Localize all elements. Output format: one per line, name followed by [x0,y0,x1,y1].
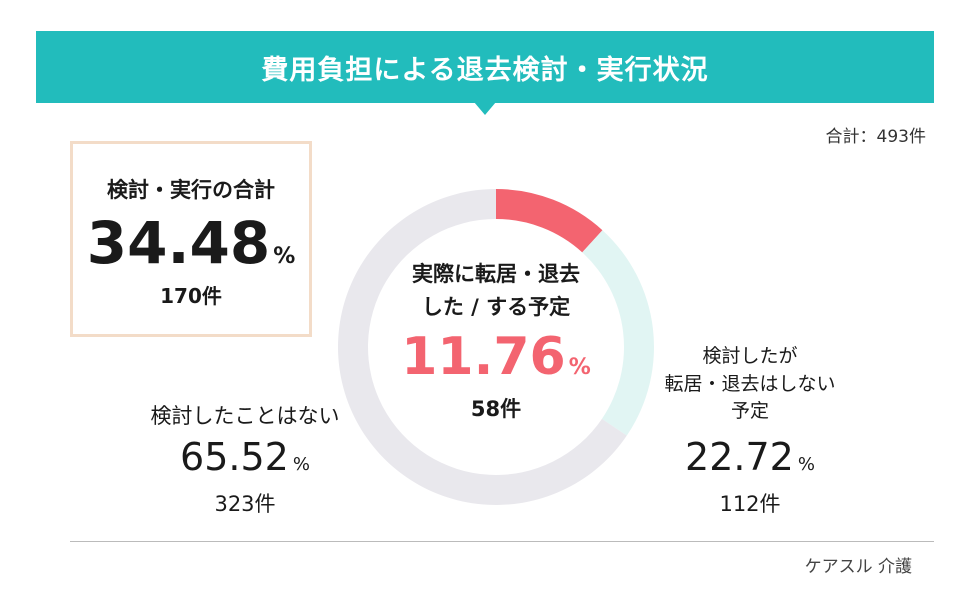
center-label-line1: 実際に転居・退去 [412,262,580,286]
left-label-block: 検討したことはない 65.52% 323件 [110,400,380,518]
right-label-line1: 検討したが [702,345,798,367]
summary-count: 170件 [160,284,222,308]
title-banner-pointer [474,102,496,115]
center-label-line2: した / する予定 [421,294,571,319]
summary-percent-value: 34.48 [86,209,271,277]
chart-title: 費用負担による退去検討・実行状況 [261,54,709,86]
left-percent-unit: % [292,454,310,475]
total-count: 合計：493件 [825,127,926,147]
donut-slice-2 [582,230,654,436]
center-percent-value: 11.76 [401,327,566,388]
source-credit: ケアスル 介護 [804,557,912,577]
right-percent-unit: % [797,453,815,475]
donut-slice-1 [496,189,603,253]
donut-chart [337,189,654,505]
right-label-line2: 転居・退去はしない [664,372,836,395]
summary-box: 検討・実行の合計 34.48% 170件 [70,141,312,337]
center-label-block: 実際に転居・退去 した / する予定 11.76% 58件 [366,258,626,423]
left-count: 323件 [214,492,276,516]
left-label: 検討したことはない [150,404,340,428]
title-banner: 費用負担による退去検討・実行状況 [36,31,934,103]
right-percent-value: 22.72 [685,434,794,479]
summary-percent: 34.48% [73,214,309,272]
center-percent-unit: % [568,355,591,381]
right-label-line3: 予定 [730,400,769,423]
center-percent: 11.76% [366,331,626,383]
center-label: 実際に転居・退去 した / する予定 [366,258,626,323]
left-percent-value: 65.52 [180,435,289,479]
right-label-block: 検討したが 転居・退去はしない 予定 22.72% 112件 [640,343,860,518]
center-count: 58件 [470,397,522,422]
summary-percent-unit: % [273,244,296,269]
right-percent: 22.72% [640,438,860,476]
right-count: 112件 [719,491,781,516]
footer-divider [70,541,934,542]
right-label: 検討したが 転居・退去はしない 予定 [640,343,860,426]
summary-label: 検討・実行の合計 [107,178,275,202]
left-percent: 65.52% [110,438,380,476]
